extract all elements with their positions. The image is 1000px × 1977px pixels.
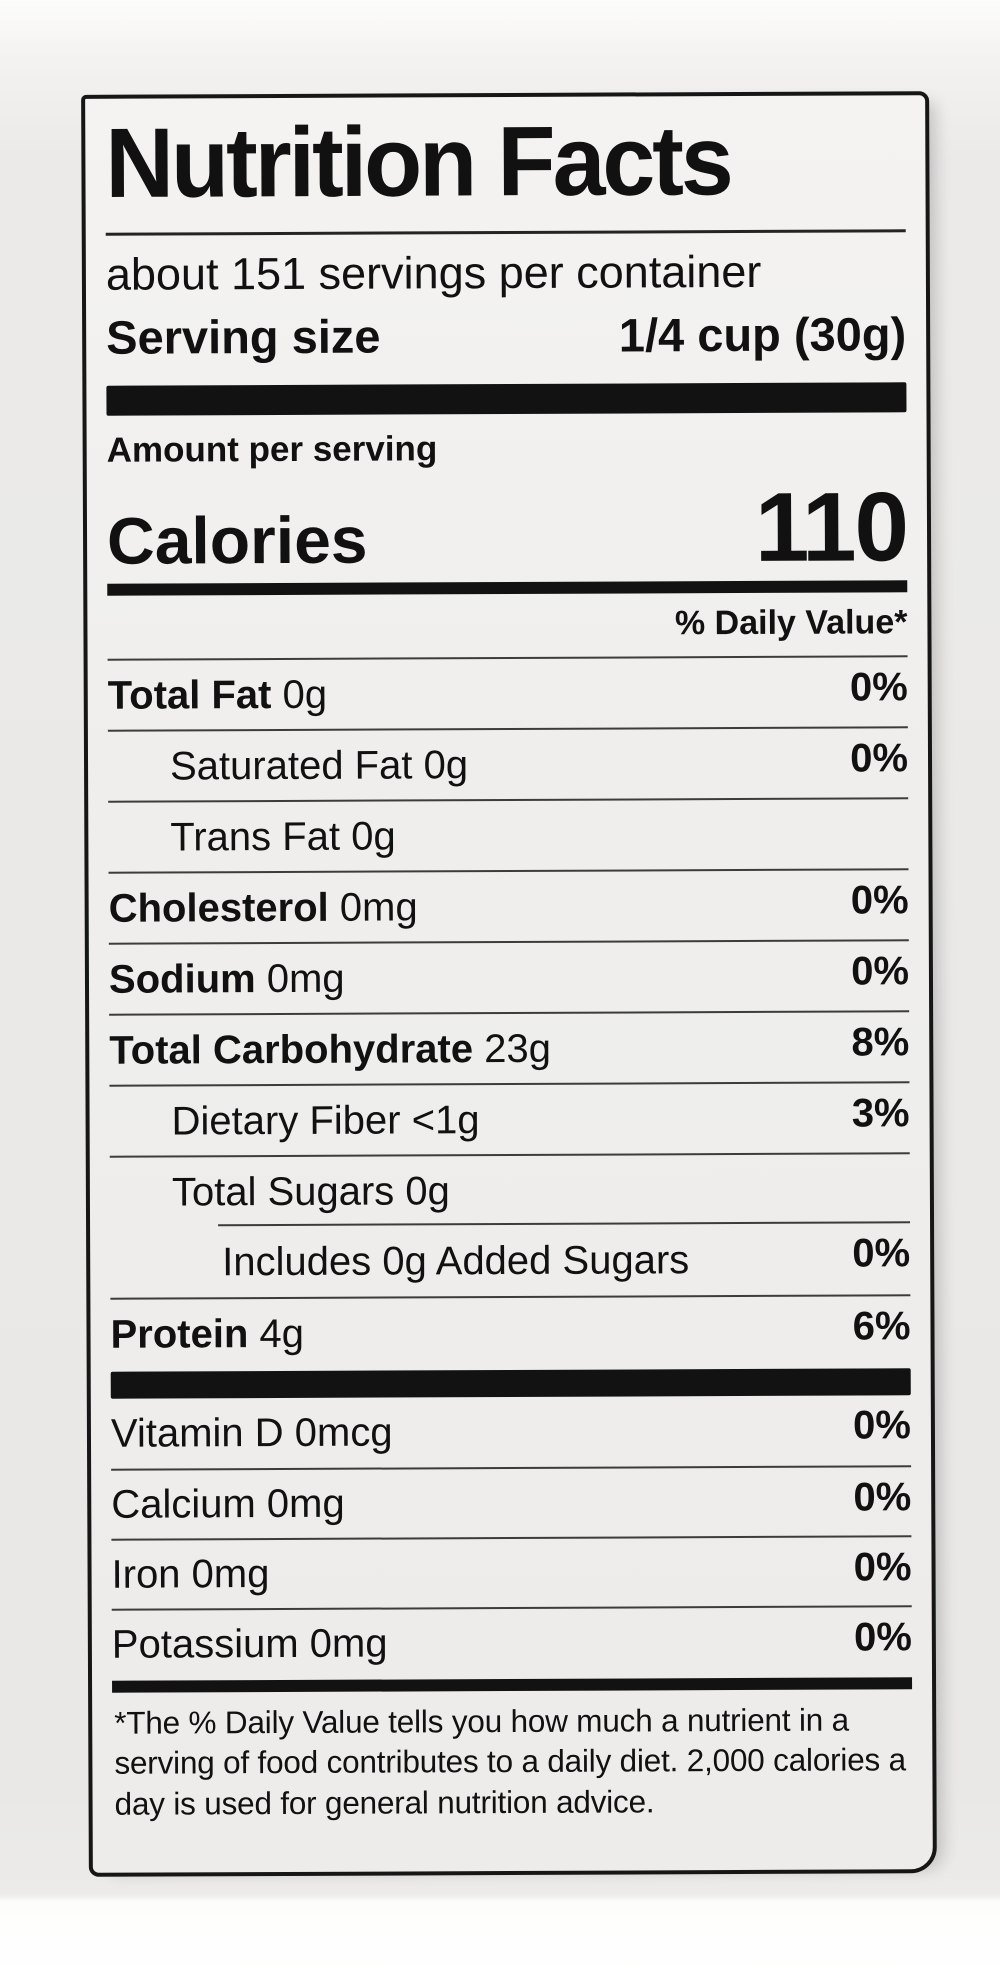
section-bar-top xyxy=(106,382,907,417)
nutrient-row: Includes 0g Added Sugars 0% xyxy=(110,1221,911,1297)
section-bar-middle xyxy=(110,1368,911,1399)
daily-value-percent: 0% xyxy=(851,949,910,994)
nutrient-name-amount: Vitamin D 0mcg xyxy=(110,1410,393,1456)
nutrient-name-amount: Total Carbohydrate 23g xyxy=(109,1026,551,1073)
nutrient-name-amount: Total Sugars 0g xyxy=(171,1168,450,1215)
daily-value-percent: 0% xyxy=(850,736,909,781)
daily-value-percent: 0% xyxy=(849,665,908,710)
daily-value-percent: 0% xyxy=(853,1403,912,1448)
nutrient-row: Dietary Fiber <1g 3% xyxy=(109,1081,910,1156)
daily-value-percent: 8% xyxy=(851,1020,910,1065)
daily-value-percent: 6% xyxy=(852,1304,911,1349)
calories-value: 110 xyxy=(754,471,908,583)
nutrition-facts-label: Nutrition Facts about 151 servings per c… xyxy=(81,91,937,1877)
daily-value-percent: 0% xyxy=(852,1231,911,1276)
nutrient-name-amount: Cholesterol 0mg xyxy=(108,884,418,931)
nutrient-name-amount: Dietary Fiber <1g xyxy=(171,1097,480,1144)
nutrient-row: Cholesterol 0mg 0% xyxy=(108,868,909,943)
serving-size-value: 1/4 cup (30g) xyxy=(618,307,907,362)
nutrient-name-amount: Saturated Fat 0g xyxy=(169,742,469,789)
serving-size-label: Serving size xyxy=(106,309,381,364)
nutrient-name-amount: Includes 0g Added Sugars xyxy=(222,1237,690,1284)
nutrient-rows: Total Fat 0g 0% Saturated Fat 0g 0% Trans Fa… xyxy=(107,655,911,1369)
nutrient-name-amount: Potassium 0mg xyxy=(111,1621,388,1667)
nutrient-row: Sodium 0mg 0% xyxy=(108,939,910,1014)
daily-value-percent: 0% xyxy=(853,1615,912,1660)
micronutrient-row: Potassium 0mg 0% xyxy=(111,1605,913,1679)
calories-row: Calories 110 xyxy=(106,471,907,583)
title-divider xyxy=(105,229,906,236)
nutrient-row: Saturated Fat 0g 0% xyxy=(107,726,909,801)
nutrient-row: Trans Fat 0g xyxy=(108,797,909,872)
micronutrient-rows: Vitamin D 0mcg 0% Calcium 0mg 0% Iron 0mg 0% P… xyxy=(111,1395,913,1679)
nutrient-name-amount: Trans Fat 0g xyxy=(170,814,396,860)
micronutrient-row: Calcium 0mg 0% xyxy=(111,1465,912,1539)
micronutrient-row: Vitamin D 0mcg 0% xyxy=(111,1395,911,1468)
nutrient-name-amount: Sodium 0mg xyxy=(108,956,345,1002)
servings-per-container: about 151 servings per container xyxy=(105,245,762,300)
nutrient-row: Total Sugars 0g xyxy=(109,1152,911,1227)
nutrient-name-amount: Calcium 0mg xyxy=(111,1481,345,1527)
daily-value-header: % Daily Value* xyxy=(674,603,908,643)
daily-value-percent: 3% xyxy=(851,1091,910,1136)
daily-value-percent: 0% xyxy=(853,1475,912,1520)
nutrient-name-amount: Iron 0mg xyxy=(111,1552,270,1597)
footnote-text: *The % Daily Value tells you how much a … xyxy=(114,1701,906,1822)
label-title: Nutrition Facts xyxy=(105,105,731,219)
nutrient-name-amount: Total Fat 0g xyxy=(107,672,328,718)
micronutrient-row: Iron 0mg 0% xyxy=(111,1535,912,1609)
nutrient-row: Protein 4g 6% xyxy=(110,1294,911,1369)
nutrient-name-amount: Protein 4g xyxy=(110,1311,305,1357)
amount-per-serving-label: Amount per serving xyxy=(106,429,438,471)
serving-size-row: Serving size 1/4 cup (30g) xyxy=(106,306,906,366)
calories-label: Calories xyxy=(106,502,368,579)
daily-value-percent: 0% xyxy=(853,1545,912,1590)
nutrient-row: Total Carbohydrate 23g 8% xyxy=(109,1010,910,1085)
daily-value-percent: 0% xyxy=(850,878,909,923)
nutrient-row: Total Fat 0g 0% xyxy=(107,655,908,730)
